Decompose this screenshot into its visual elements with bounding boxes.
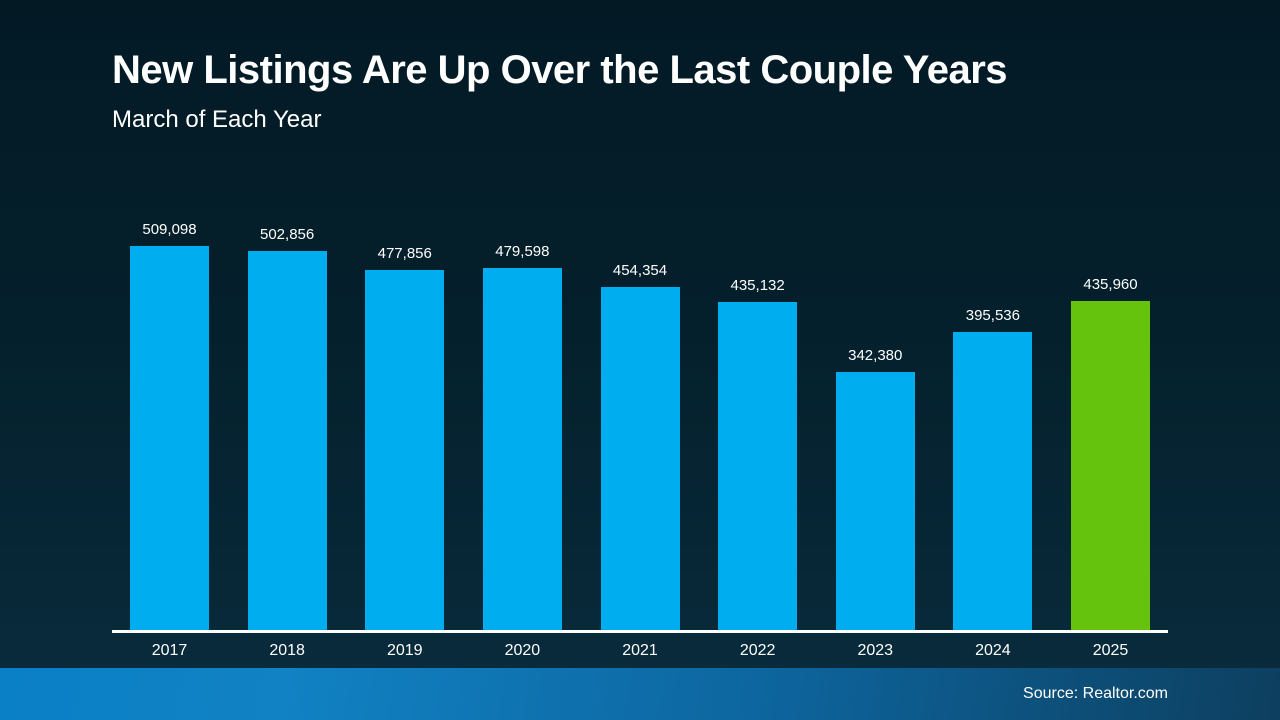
bar-value-label: 502,856: [260, 226, 315, 243]
bar-chart: 509,098 502,856 477,856 479,598 454,354 435,1…: [112, 200, 1168, 660]
x-tick-label: 2017: [151, 642, 188, 659]
x-axis-labels: 2017 2018 2019 2020 2021 2022 2023 2024 2025: [112, 642, 1168, 660]
bar-2022: [718, 302, 798, 630]
bar-2025: [1071, 301, 1150, 630]
bar-2021: [600, 287, 680, 630]
chart-subtitle: March of Each Year: [112, 106, 322, 133]
source-credit: Source: Realtor.com: [1023, 685, 1168, 702]
bar-2017: [130, 246, 209, 630]
bar-value-label: 342,380: [848, 347, 903, 364]
plot-area: 509,098 502,856 477,856 479,598 454,354 435,1…: [112, 200, 1168, 633]
bar-slot-2024: 395,536: [953, 307, 1033, 630]
bar-value-label: 479,598: [495, 243, 550, 260]
x-tick-label: 2022: [739, 642, 776, 659]
x-tick-label: 2025: [1092, 642, 1129, 659]
bar-value-label: 509,098: [142, 221, 197, 238]
x-tick-label: 2021: [622, 642, 658, 659]
bar-slot-2020: 479,598: [482, 243, 562, 630]
x-tick-label: 2018: [269, 642, 305, 659]
bar-value-label: 435,960: [1083, 276, 1138, 293]
bar-slot-2023: 342,380: [835, 347, 915, 630]
x-tick-label: 2023: [857, 642, 894, 659]
bar-2020: [482, 268, 562, 630]
bar-2019: [365, 270, 445, 630]
bar-value-label: 454,354: [612, 262, 668, 279]
bar-2018: [247, 251, 327, 630]
bar-slot-2022: 435,132: [718, 277, 798, 630]
x-tick-label: 2019: [386, 642, 423, 659]
bar-value-label: 395,536: [965, 307, 1020, 324]
bar-slot-2021: 454,354: [600, 262, 680, 630]
bar-slot-2017: 509,098: [130, 221, 209, 630]
bar-slot-2019: 477,856: [365, 245, 445, 630]
x-tick-label: 2020: [504, 642, 541, 659]
bar-value-label: 477,856: [377, 245, 432, 262]
chart-title: New Listings Are Up Over the Last Couple…: [112, 48, 1008, 92]
bar-2024: [953, 332, 1033, 630]
bar-2023: [835, 372, 915, 630]
bar-slot-2018: 502,856: [247, 226, 327, 630]
footer-bar: Source: Realtor.com: [0, 668, 1280, 720]
x-tick-label: 2024: [975, 642, 1011, 659]
bar-value-label: 435,132: [730, 277, 785, 294]
bar-slot-2025: 435,960: [1071, 276, 1150, 630]
